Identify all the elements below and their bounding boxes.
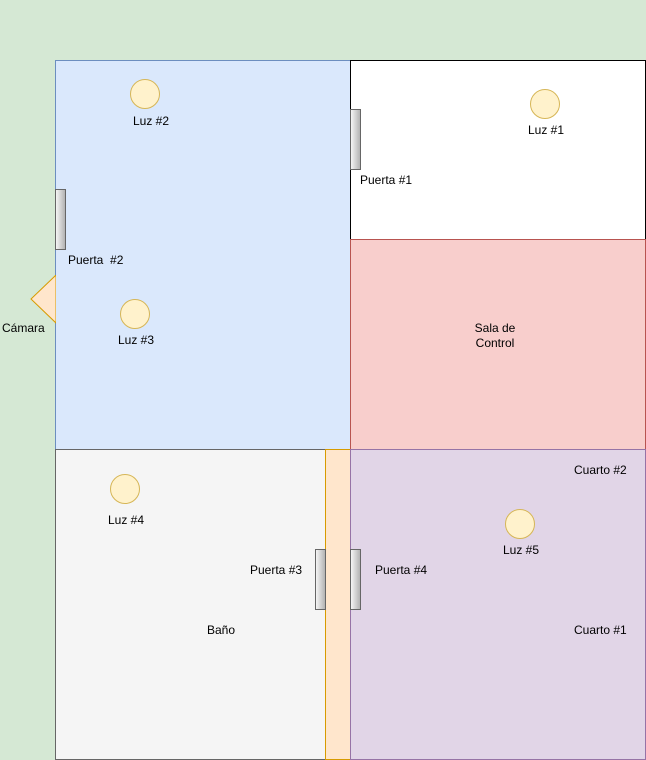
- top-right-room: [350, 60, 646, 240]
- bedroom-1-label: Cuarto #1: [574, 623, 627, 637]
- control-room-label-line2: Control: [475, 336, 515, 350]
- hallway: [325, 449, 351, 760]
- triangle-camera-icon: [30, 275, 56, 324]
- light-1-label: Luz #1: [528, 123, 565, 137]
- light-5-label: Luz #5: [503, 543, 540, 557]
- light-3-label: Luz #3: [118, 333, 155, 347]
- door-2-label: Puerta #2: [68, 253, 124, 267]
- light-3-icon: [120, 299, 150, 329]
- door-2-icon: [55, 189, 66, 250]
- door-4-label: Puerta #4: [375, 563, 428, 577]
- bedrooms: [350, 449, 646, 760]
- main-room: [55, 60, 351, 450]
- bathroom-label: Baño: [207, 623, 236, 637]
- light-5-icon: [505, 509, 535, 539]
- light-1-icon: [530, 89, 560, 119]
- door-1-label: Puerta #1: [360, 173, 413, 187]
- door-3-icon: [315, 549, 326, 610]
- light-4-icon: [110, 474, 140, 504]
- light-4-label: Luz #4: [108, 513, 145, 527]
- bedroom-2-label: Cuarto #2: [574, 463, 627, 477]
- bathroom: [55, 449, 326, 760]
- camera-label: Cámara: [2, 321, 45, 335]
- door-1-icon: [350, 109, 361, 170]
- control-room-label-line1: Sala de: [474, 321, 516, 335]
- door-4-icon: [350, 549, 361, 610]
- light-2-label: Luz #2: [133, 114, 170, 128]
- door-3-label: Puerta #3: [250, 563, 303, 577]
- light-2-icon: [130, 79, 160, 109]
- control-room: [350, 239, 646, 450]
